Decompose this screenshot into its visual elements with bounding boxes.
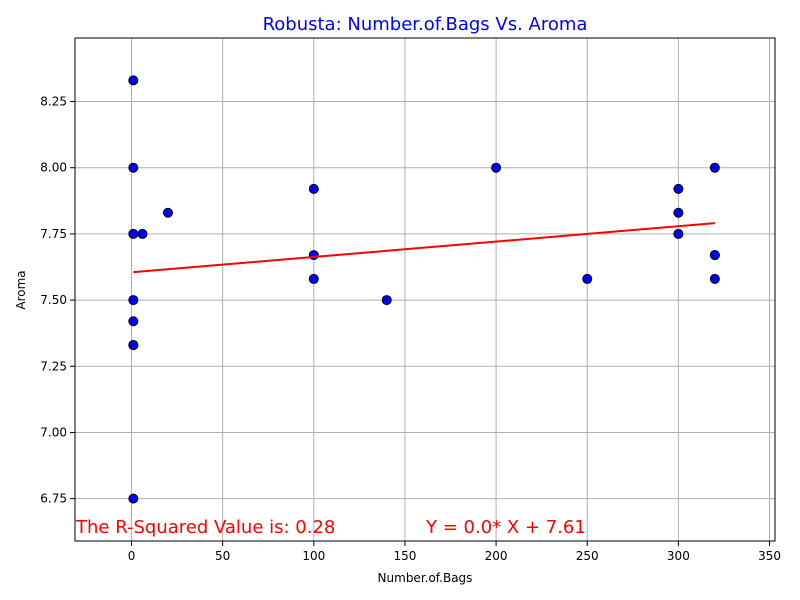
x-axis-ticks: 0 50 100 150 200 250 300 350 xyxy=(128,541,781,563)
data-point xyxy=(128,75,139,86)
y-axis-ticks: 6.75 7.00 7.25 7.50 7.75 8.00 8.25 xyxy=(40,95,75,506)
data-point xyxy=(709,273,720,284)
data-point xyxy=(137,228,148,239)
data-point xyxy=(128,162,139,173)
x-tick-label: 50 xyxy=(215,549,230,563)
x-tick-label: 0 xyxy=(128,549,136,563)
data-point xyxy=(491,162,502,173)
equation-annotation: Y = 0.0* X + 7.61 xyxy=(425,517,586,538)
x-tick-label: 200 xyxy=(485,549,508,563)
data-point xyxy=(128,316,139,327)
data-point xyxy=(673,183,684,194)
data-point xyxy=(308,250,319,261)
grid-lines xyxy=(75,38,775,541)
y-axis-label: Aroma xyxy=(14,270,28,309)
data-point xyxy=(128,295,139,306)
y-tick-label: 8.25 xyxy=(40,95,67,109)
regression-line xyxy=(133,222,715,274)
x-tick-label: 300 xyxy=(667,549,690,563)
data-point xyxy=(128,340,139,351)
data-point xyxy=(128,493,139,504)
r-squared-annotation: The R-Squared Value is: 0.28 xyxy=(75,517,335,538)
data-point xyxy=(709,162,720,173)
chart-title: Robusta: Number.of.Bags Vs. Aroma xyxy=(263,14,588,35)
y-tick-label: 7.50 xyxy=(40,293,67,307)
data-point xyxy=(308,273,319,284)
x-tick-label: 150 xyxy=(393,549,416,563)
regression-line-group xyxy=(133,222,715,274)
data-point xyxy=(308,183,319,194)
x-axis-label: Number.of.Bags xyxy=(378,571,473,585)
data-point xyxy=(673,228,684,239)
data-point xyxy=(709,250,720,261)
data-point xyxy=(582,273,593,284)
data-point xyxy=(128,228,139,239)
y-tick-label: 8.00 xyxy=(40,161,67,175)
data-points xyxy=(128,75,720,504)
x-tick-label: 350 xyxy=(758,549,781,563)
y-tick-label: 6.75 xyxy=(40,492,67,506)
y-tick-label: 7.75 xyxy=(40,227,67,241)
x-tick-label: 100 xyxy=(302,549,325,563)
data-point xyxy=(381,295,392,306)
y-tick-label: 7.25 xyxy=(40,359,67,373)
x-tick-label: 250 xyxy=(576,549,599,563)
data-point xyxy=(162,207,173,218)
plot-frame xyxy=(74,37,776,542)
y-tick-label: 7.00 xyxy=(40,425,67,439)
data-point xyxy=(673,207,684,218)
